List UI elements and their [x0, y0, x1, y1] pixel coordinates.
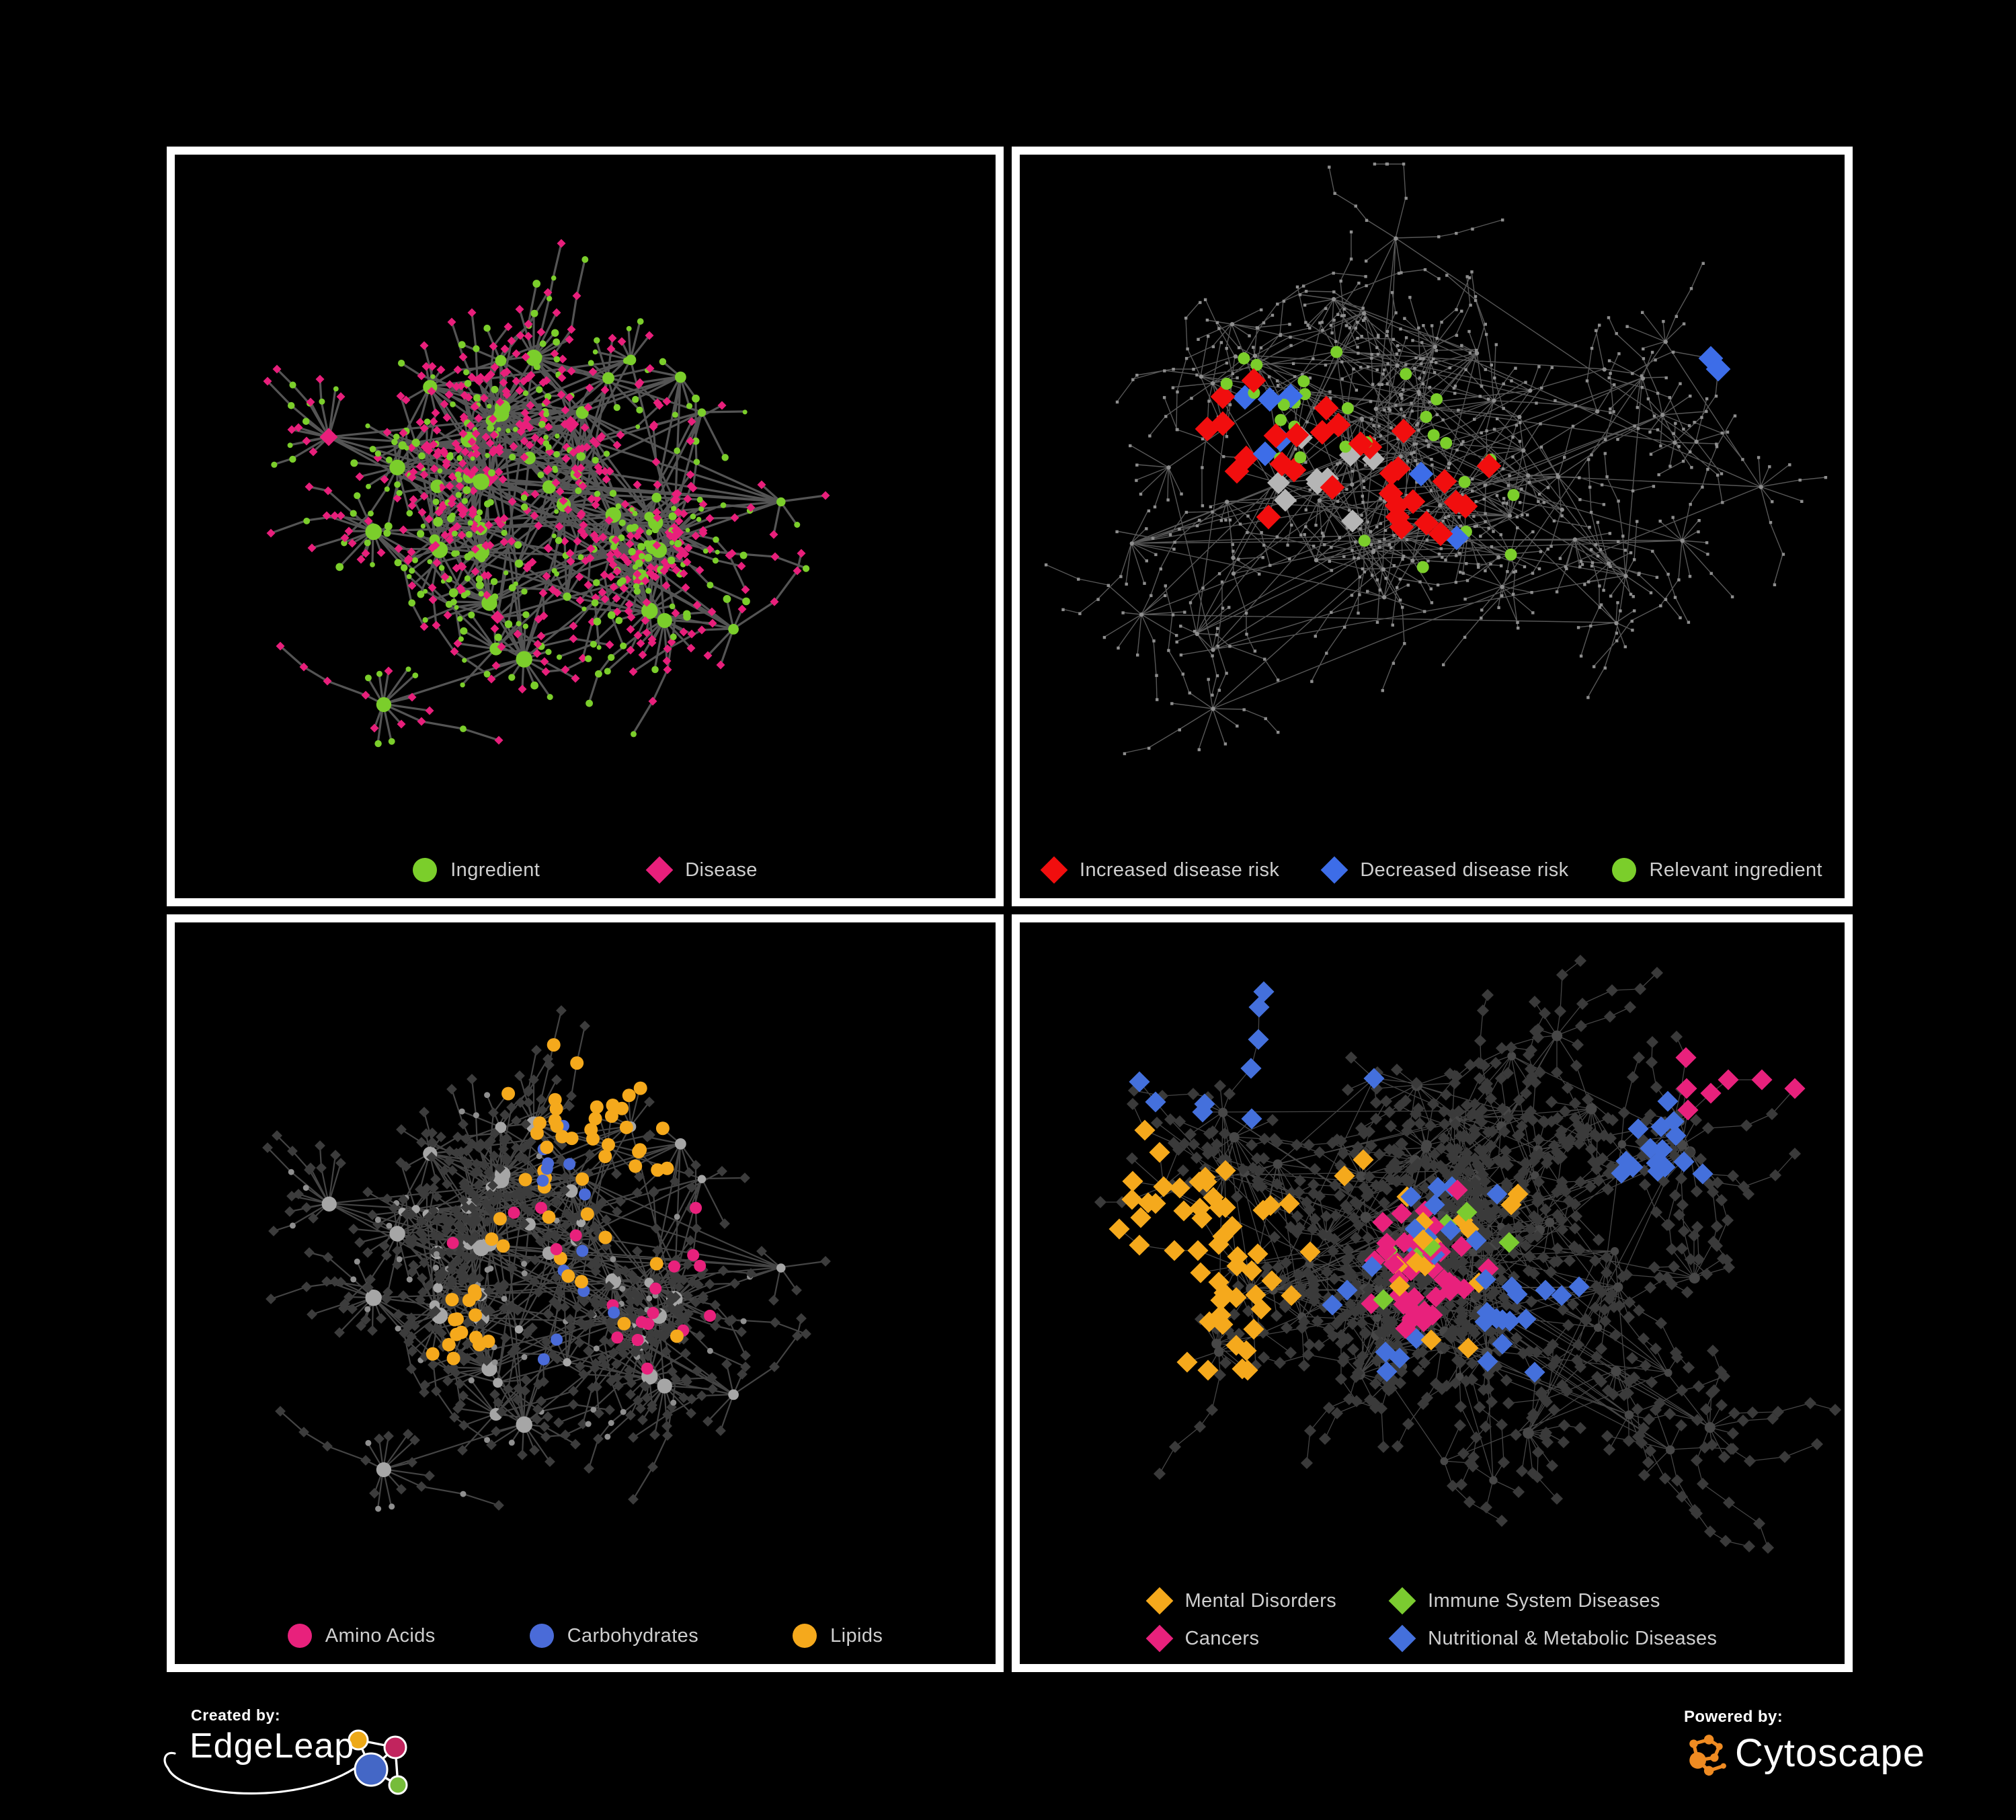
network-graph-disease-classes — [1094, 954, 1842, 1554]
legend-label-carbohydrates: Carbohydrates — [567, 1624, 699, 1647]
carbohydrates-marker-icon — [529, 1624, 554, 1648]
legend-item-decreased-risk: Decreased disease risk — [1320, 856, 1569, 884]
lipids-marker-icon — [793, 1624, 817, 1648]
ingredient-marker-icon — [413, 858, 438, 882]
legend-item-immune-diseases: Immune System Diseases — [1388, 1587, 1717, 1615]
legend-item-carbohydrates: Carbohydrates — [529, 1624, 699, 1648]
network-graph-nutrient-classes — [262, 1005, 831, 1512]
legend-label-cancers: Cancers — [1184, 1627, 1260, 1649]
legend-label-amino-acids: Amino Acids — [325, 1624, 436, 1647]
panel-disease-classes: Mental Disorders Immune System Diseases … — [1012, 914, 1853, 1672]
legend-label-relevant-ingredient: Relevant ingredient — [1649, 859, 1823, 881]
cytoscape-brand-text: Cytoscape — [1735, 1731, 1926, 1775]
edgeleap-brand-text: EdgeLeap — [190, 1727, 355, 1766]
powered-by-label: Powered by: — [1684, 1708, 1783, 1726]
created-by-label: Created by: — [191, 1706, 281, 1724]
legend-disease-risk: Increased disease risk Decreased disease… — [1020, 856, 1845, 884]
edgeleap-logo-icon — [163, 1729, 408, 1795]
legend-ingredient-disease: Ingredient Disease — [175, 856, 996, 884]
legend-label-decreased-risk: Decreased disease risk — [1360, 859, 1569, 881]
legend-label-ingredient: Ingredient — [450, 859, 540, 881]
legend-item-ingredient: Ingredient — [413, 858, 540, 882]
panel-disease-risk: Increased disease risk Decreased disease… — [1012, 147, 1853, 906]
panel-ingredient-disease: Ingredient Disease — [167, 147, 1004, 906]
legend-item-relevant-ingredient: Relevant ingredient — [1611, 858, 1823, 882]
network-graph-ingredient-disease — [263, 239, 830, 748]
legend-label-nutritional-metabolic: Nutritional & Metabolic Diseases — [1428, 1627, 1718, 1649]
relevant-ingredient-marker-icon — [1611, 858, 1636, 882]
increased-risk-marker-icon — [1040, 856, 1068, 884]
legend-item-disease: Disease — [645, 856, 758, 884]
decreased-risk-marker-icon — [1320, 856, 1348, 884]
cytoscape-credit: Powered by: Cytoscape — [1684, 1708, 1925, 1776]
legend-label-disease: Disease — [685, 859, 758, 881]
legend-item-increased-risk: Increased disease risk — [1040, 856, 1280, 884]
disease-marker-icon — [645, 856, 674, 884]
legend-label-lipids: Lipids — [830, 1624, 883, 1647]
legend-item-cancers: Cancers — [1145, 1624, 1337, 1653]
legend-label-mental-disorders: Mental Disorders — [1184, 1589, 1337, 1612]
legend-label-immune-diseases: Immune System Diseases — [1428, 1589, 1660, 1612]
cancers-marker-icon — [1145, 1624, 1173, 1653]
immune-diseases-marker-icon — [1388, 1587, 1416, 1615]
legend-nutrient-classes: Amino Acids Carbohydrates Lipids — [175, 1624, 996, 1648]
legend-label-increased-risk: Increased disease risk — [1079, 859, 1280, 881]
mental-disorders-marker-icon — [1145, 1587, 1173, 1615]
panel-nutrient-classes: Amino Acids Carbohydrates Lipids — [167, 914, 1004, 1672]
cytoscape-logo-icon — [1689, 1734, 1726, 1776]
legend-disease-classes: Mental Disorders Immune System Diseases … — [1020, 1587, 1845, 1653]
edgeleap-credit: Created by: EdgeLeap — [163, 1706, 452, 1807]
legend-item-lipids: Lipids — [793, 1624, 883, 1648]
nutritional-metabolic-marker-icon — [1388, 1624, 1416, 1653]
legend-item-nutritional-metabolic: Nutritional & Metabolic Diseases — [1388, 1624, 1718, 1653]
legend-item-mental-disorders: Mental Disorders — [1145, 1587, 1337, 1615]
network-graph-disease-risk — [1044, 162, 1828, 756]
legend-item-amino-acids: Amino Acids — [287, 1624, 436, 1648]
amino-acids-marker-icon — [287, 1624, 312, 1648]
